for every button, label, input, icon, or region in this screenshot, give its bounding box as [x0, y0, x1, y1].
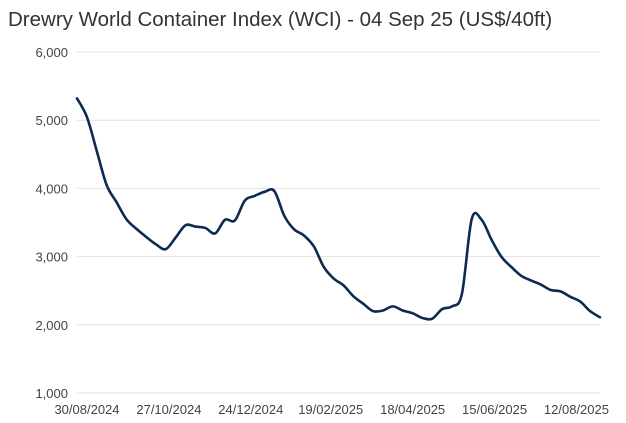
x-tick-label: 18/04/2025: [380, 402, 445, 417]
x-tick-label: 30/08/2024: [54, 402, 119, 417]
x-tick-label: 15/06/2025: [462, 402, 527, 417]
x-tick-label: 19/02/2025: [298, 402, 363, 417]
x-tick-label: 24/12/2024: [218, 402, 283, 417]
y-tick-label: 2,000: [35, 318, 68, 333]
y-tick-label: 5,000: [35, 113, 68, 128]
y-tick-label: 3,000: [35, 250, 68, 265]
y-tick-label: 6,000: [35, 45, 68, 60]
x-tick-label: 12/08/2025: [544, 402, 609, 417]
series-line-wci: [75, 97, 602, 321]
chart-title: Drewry World Container Index (WCI) - 04 …: [8, 8, 553, 31]
y-tick-label: 1,000: [35, 386, 68, 401]
y-tick-label: 4,000: [35, 181, 68, 196]
x-tick-label: 27/10/2024: [136, 402, 201, 417]
